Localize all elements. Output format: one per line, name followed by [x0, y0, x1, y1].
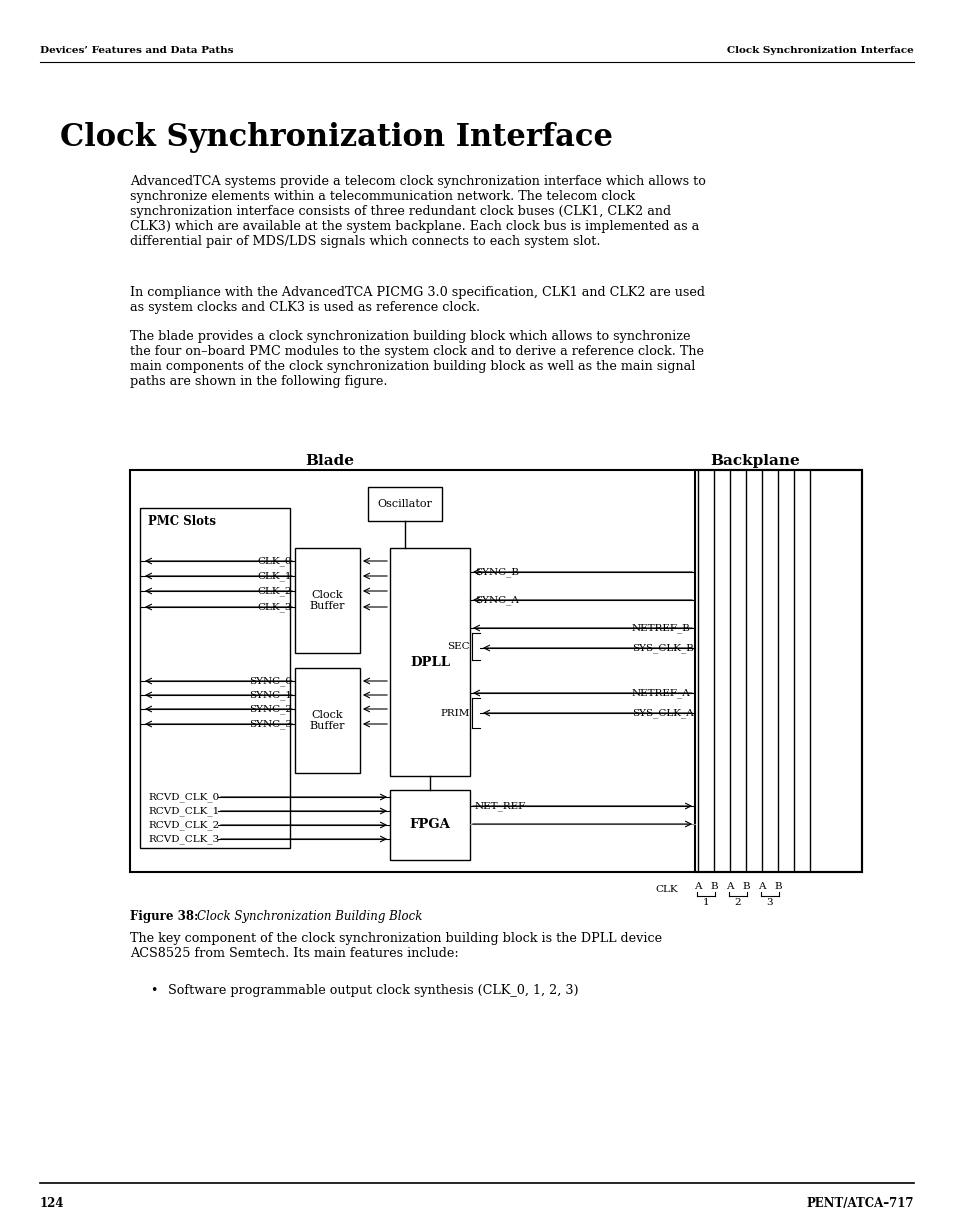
Text: Clock Synchronization Interface: Clock Synchronization Interface: [726, 46, 913, 55]
Text: Backplane: Backplane: [709, 455, 799, 468]
Text: PRIM: PRIM: [440, 708, 470, 717]
Text: Blade: Blade: [305, 455, 355, 468]
Text: Clock Synchronization Interface: Clock Synchronization Interface: [60, 122, 613, 153]
Text: Clock
Buffer: Clock Buffer: [310, 710, 345, 732]
Text: B: B: [709, 882, 717, 891]
Text: SYNC_A: SYNC_A: [475, 595, 518, 605]
Text: SYNC_1: SYNC_1: [249, 690, 292, 700]
Text: SYNC_3: SYNC_3: [249, 719, 292, 729]
Text: 124: 124: [40, 1198, 65, 1210]
Text: RCVD_CLK_1: RCVD_CLK_1: [148, 806, 219, 816]
Text: AdvancedTCA systems provide a telecom clock synchronization interface which allo: AdvancedTCA systems provide a telecom cl…: [130, 175, 705, 248]
Text: CLK_3: CLK_3: [257, 602, 292, 612]
Bar: [140, 508, 290, 848]
Text: NETREF_A: NETREF_A: [631, 689, 690, 697]
Bar: [294, 548, 359, 653]
Text: Oscillator: Oscillator: [377, 499, 432, 509]
Text: B: B: [774, 882, 781, 891]
Text: FPGA: FPGA: [409, 818, 450, 832]
Text: SYS_CLK_B: SYS_CLK_B: [631, 643, 693, 653]
Text: PENT/ATCA–717: PENT/ATCA–717: [805, 1198, 913, 1210]
Text: SYNC_0: SYNC_0: [249, 676, 292, 686]
Text: 2: 2: [734, 898, 740, 907]
Text: A: A: [694, 882, 701, 891]
Text: Clock
Buffer: Clock Buffer: [310, 590, 345, 611]
Text: SEC: SEC: [447, 642, 470, 650]
Text: The key component of the clock synchronization building block is the DPLL device: The key component of the clock synchroni…: [130, 931, 661, 960]
Text: A: A: [758, 882, 765, 891]
Text: Figure 38:: Figure 38:: [130, 910, 198, 923]
Bar: [390, 548, 470, 776]
Text: CLK_1: CLK_1: [257, 572, 292, 580]
Text: The blade provides a clock synchronization building block which allows to synchr: The blade provides a clock synchronizati…: [130, 330, 703, 388]
Text: Devices’ Features and Data Paths: Devices’ Features and Data Paths: [40, 46, 233, 55]
Text: RCVD_CLK_3: RCVD_CLK_3: [148, 834, 219, 844]
Text: SYNC_2: SYNC_2: [249, 705, 292, 713]
Text: DPLL: DPLL: [410, 655, 450, 669]
Bar: [368, 487, 441, 521]
Bar: [390, 790, 470, 860]
Text: Clock Synchronization Building Block: Clock Synchronization Building Block: [196, 910, 422, 923]
Text: 1: 1: [702, 898, 709, 907]
Text: CLK: CLK: [655, 886, 678, 894]
Text: RCVD_CLK_2: RCVD_CLK_2: [148, 821, 219, 830]
Text: A: A: [725, 882, 733, 891]
Bar: [130, 469, 862, 872]
Text: NET_REF: NET_REF: [475, 801, 526, 811]
Text: In compliance with the AdvancedTCA PICMG 3.0 specification, CLK1 and CLK2 are us: In compliance with the AdvancedTCA PICMG…: [130, 286, 704, 314]
Bar: [294, 668, 359, 772]
Text: CLK_0: CLK_0: [257, 556, 292, 565]
Text: CLK_2: CLK_2: [257, 586, 292, 596]
Text: NETREF_B: NETREF_B: [631, 623, 690, 633]
Text: Software programmable output clock synthesis (CLK_0, 1, 2, 3): Software programmable output clock synth…: [168, 984, 578, 997]
Text: SYNC_B: SYNC_B: [475, 567, 518, 577]
Text: B: B: [741, 882, 749, 891]
Text: RCVD_CLK_0: RCVD_CLK_0: [148, 792, 219, 802]
Text: SYS_CLK_A: SYS_CLK_A: [631, 708, 693, 718]
Text: 3: 3: [766, 898, 773, 907]
Text: •: •: [150, 984, 157, 997]
Text: PMC Slots: PMC Slots: [148, 515, 215, 529]
Bar: [695, 469, 862, 872]
